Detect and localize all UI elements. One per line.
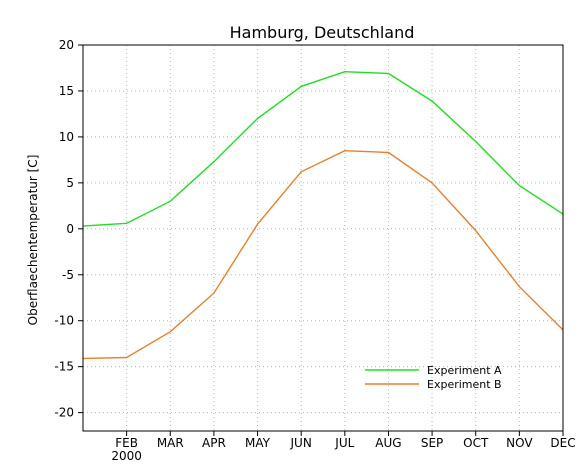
x-tick-label: NOV — [506, 436, 533, 450]
series-lines — [82, 70, 564, 360]
y-tick-label: 0 — [66, 222, 74, 236]
legend-label: Experiment A — [427, 364, 502, 377]
legend-label: Experiment B — [427, 378, 502, 391]
plot-frame — [82, 44, 564, 432]
x-tick-label: APR — [202, 436, 226, 450]
series-line — [82, 149, 564, 360]
y-tick-label: -10 — [54, 314, 74, 328]
x-tick-label: OCT — [463, 436, 489, 450]
x-tick-label: SEP — [421, 436, 443, 450]
y-tick-label: -20 — [54, 406, 74, 420]
x-tick-label: DEC — [550, 436, 575, 450]
x-tick-label: JUL — [334, 436, 354, 450]
y-tick-label: -5 — [62, 268, 74, 282]
y-axis-label: Oberflaechentemperatur [C] — [26, 155, 40, 326]
x-tick-label: MAY — [245, 436, 271, 450]
x-tick-label: JUN — [290, 436, 312, 450]
x-tick-label: FEB — [115, 436, 138, 450]
x-tick-label: AUG — [375, 436, 401, 450]
y-tick-label: 5 — [66, 176, 74, 190]
y-tick-label: 15 — [59, 84, 74, 98]
grid — [83, 44, 564, 431]
chart-title: Hamburg, Deutschland — [230, 23, 415, 42]
axis-ticks: 20 15 10 5 0 -5 -10 -15 -20 FEB MAR APR MAY JUN JUL AUG… — [54, 38, 575, 463]
y-tick-label: 20 — [59, 38, 74, 52]
x-tick-label: MAR — [157, 436, 184, 450]
y-tick-label: 10 — [59, 130, 74, 144]
y-tick-label: -15 — [54, 360, 74, 374]
x-year-label: 2000 — [111, 449, 142, 463]
series-line — [82, 70, 564, 227]
